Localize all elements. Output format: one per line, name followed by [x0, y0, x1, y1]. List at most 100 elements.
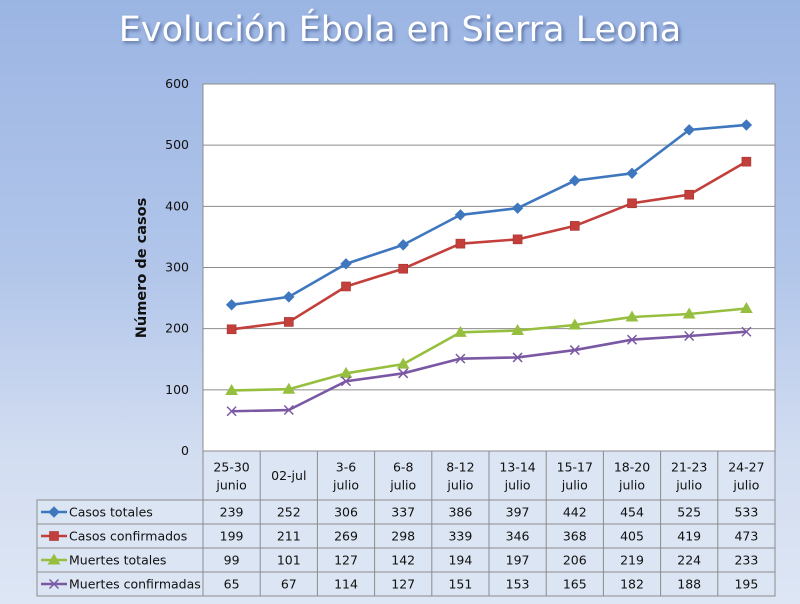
- table-cell-value: 386: [448, 505, 472, 520]
- table-cell-value: 151: [448, 577, 472, 592]
- legend-label: Muertes confirmadas: [69, 577, 201, 592]
- data-point-x: [741, 326, 752, 337]
- table-cell-value: 182: [620, 577, 644, 592]
- y-tick-label: 600: [165, 76, 189, 91]
- x-category-label: 18-20: [614, 460, 650, 475]
- x-category-label: 21-23: [671, 460, 707, 475]
- data-point-triangle: [225, 383, 238, 395]
- y-tick-label: 100: [165, 382, 189, 397]
- x-category-label: 24-27: [728, 460, 764, 475]
- table-cell-value: 99: [224, 553, 240, 568]
- series-line: [231, 330, 747, 413]
- data-point-diamond: [569, 174, 581, 187]
- data-point-diamond: [48, 506, 60, 518]
- data-point-triangle: [740, 301, 753, 313]
- table-cell-value: 197: [506, 553, 530, 568]
- data-point-diamond: [340, 258, 352, 270]
- data-point-x: [48, 578, 60, 590]
- table-cell-value: 454: [620, 505, 644, 520]
- data-point-triangle: [47, 553, 61, 565]
- x-category-label: 8-12: [446, 460, 474, 475]
- table-cell-value: 127: [334, 553, 358, 568]
- data-point-triangle: [282, 382, 296, 394]
- data-point-triangle: [682, 307, 696, 319]
- data-point-triangle: [454, 325, 467, 337]
- table-cell-value: 442: [563, 505, 587, 520]
- x-category-label: julio: [675, 478, 702, 493]
- table-cell-value: 252: [277, 505, 301, 520]
- table-cell-value: 127: [391, 577, 415, 592]
- table-cell-value: 153: [506, 577, 530, 592]
- x-category-label: julio: [389, 478, 416, 493]
- data-point-diamond: [511, 202, 524, 214]
- table-cell-value: 114: [334, 577, 358, 592]
- series-casos-totales: [225, 119, 753, 311]
- series-muertes-totales: [225, 301, 753, 395]
- table-cell-value: 533: [734, 505, 758, 520]
- table-cell-value: 337: [391, 505, 415, 520]
- table-cell-value: 339: [448, 529, 472, 544]
- data-point-diamond: [626, 167, 638, 180]
- data-point-square: [569, 221, 580, 231]
- series-lines: [225, 119, 753, 417]
- table-cell-value: 165: [563, 577, 587, 592]
- table-cell-value: 67: [281, 577, 297, 592]
- data-point-square: [684, 189, 695, 200]
- data-point-x: [684, 330, 695, 342]
- x-category-label: 02-jul: [271, 468, 306, 483]
- table-cell-value: 219: [620, 553, 644, 568]
- data-point-diamond: [683, 124, 695, 136]
- series-line: [231, 160, 748, 331]
- data-point-x: [283, 404, 294, 416]
- y-tick-label: 400: [165, 198, 189, 213]
- data-point-diamond: [225, 299, 238, 311]
- data-point-diamond: [454, 209, 467, 221]
- data-point-triangle: [511, 324, 524, 336]
- table-cell-value: 306: [334, 505, 358, 520]
- table-cell-value: 397: [506, 505, 530, 520]
- table-cell-value: 525: [677, 505, 701, 520]
- y-axis-ticks: 0 100 200 300 400 500 600: [165, 76, 189, 458]
- table-cell-value: 65: [224, 577, 240, 592]
- data-point-square: [627, 198, 637, 209]
- x-category-label: julio: [332, 478, 359, 493]
- x-category-label: julio: [504, 478, 531, 493]
- x-category-label: julio: [561, 478, 588, 493]
- table-cell-value: 211: [277, 529, 301, 544]
- table-cell-value: 346: [506, 529, 530, 544]
- y-tick-label: 0: [181, 443, 189, 458]
- table-cell-value: 269: [334, 529, 358, 544]
- table-cell-value: 206: [563, 553, 587, 568]
- data-point-x: [512, 352, 523, 363]
- data-point-diamond: [740, 119, 753, 131]
- data-point-square: [512, 234, 523, 245]
- data-point-x: [226, 406, 237, 417]
- x-category-label: junio: [215, 478, 246, 493]
- data-point-triangle: [396, 357, 410, 369]
- x-category-label: 13-14: [499, 460, 535, 475]
- x-category-label: 25-30: [213, 460, 249, 475]
- legend-label: Casos confirmados: [69, 529, 187, 544]
- table-cell-value: 224: [677, 553, 701, 568]
- data-point-x: [340, 376, 352, 387]
- data-point-square: [398, 263, 409, 274]
- table-cell-value: 419: [677, 529, 701, 544]
- data-point-square: [49, 531, 59, 541]
- x-category-label: 6-8: [393, 460, 413, 475]
- data-point-x: [398, 368, 409, 379]
- data-point-triangle: [339, 366, 353, 378]
- series-muertes-confirmadas: [226, 326, 752, 417]
- data-point-square: [741, 156, 752, 167]
- data-point-triangle: [625, 310, 639, 322]
- legend-label: Casos totales: [69, 505, 153, 520]
- gridlines: [203, 83, 775, 452]
- chart-title: Evolución Ébola en Sierra Leona: [118, 10, 682, 50]
- data-point-x: [455, 353, 466, 364]
- table-cell-value: 195: [734, 577, 758, 592]
- data-point-x: [569, 345, 580, 356]
- data-point-square: [226, 324, 237, 335]
- table-cell-value: 368: [563, 529, 587, 544]
- legend-label: Muertes totales: [69, 553, 166, 568]
- y-tick-label: 300: [165, 260, 189, 275]
